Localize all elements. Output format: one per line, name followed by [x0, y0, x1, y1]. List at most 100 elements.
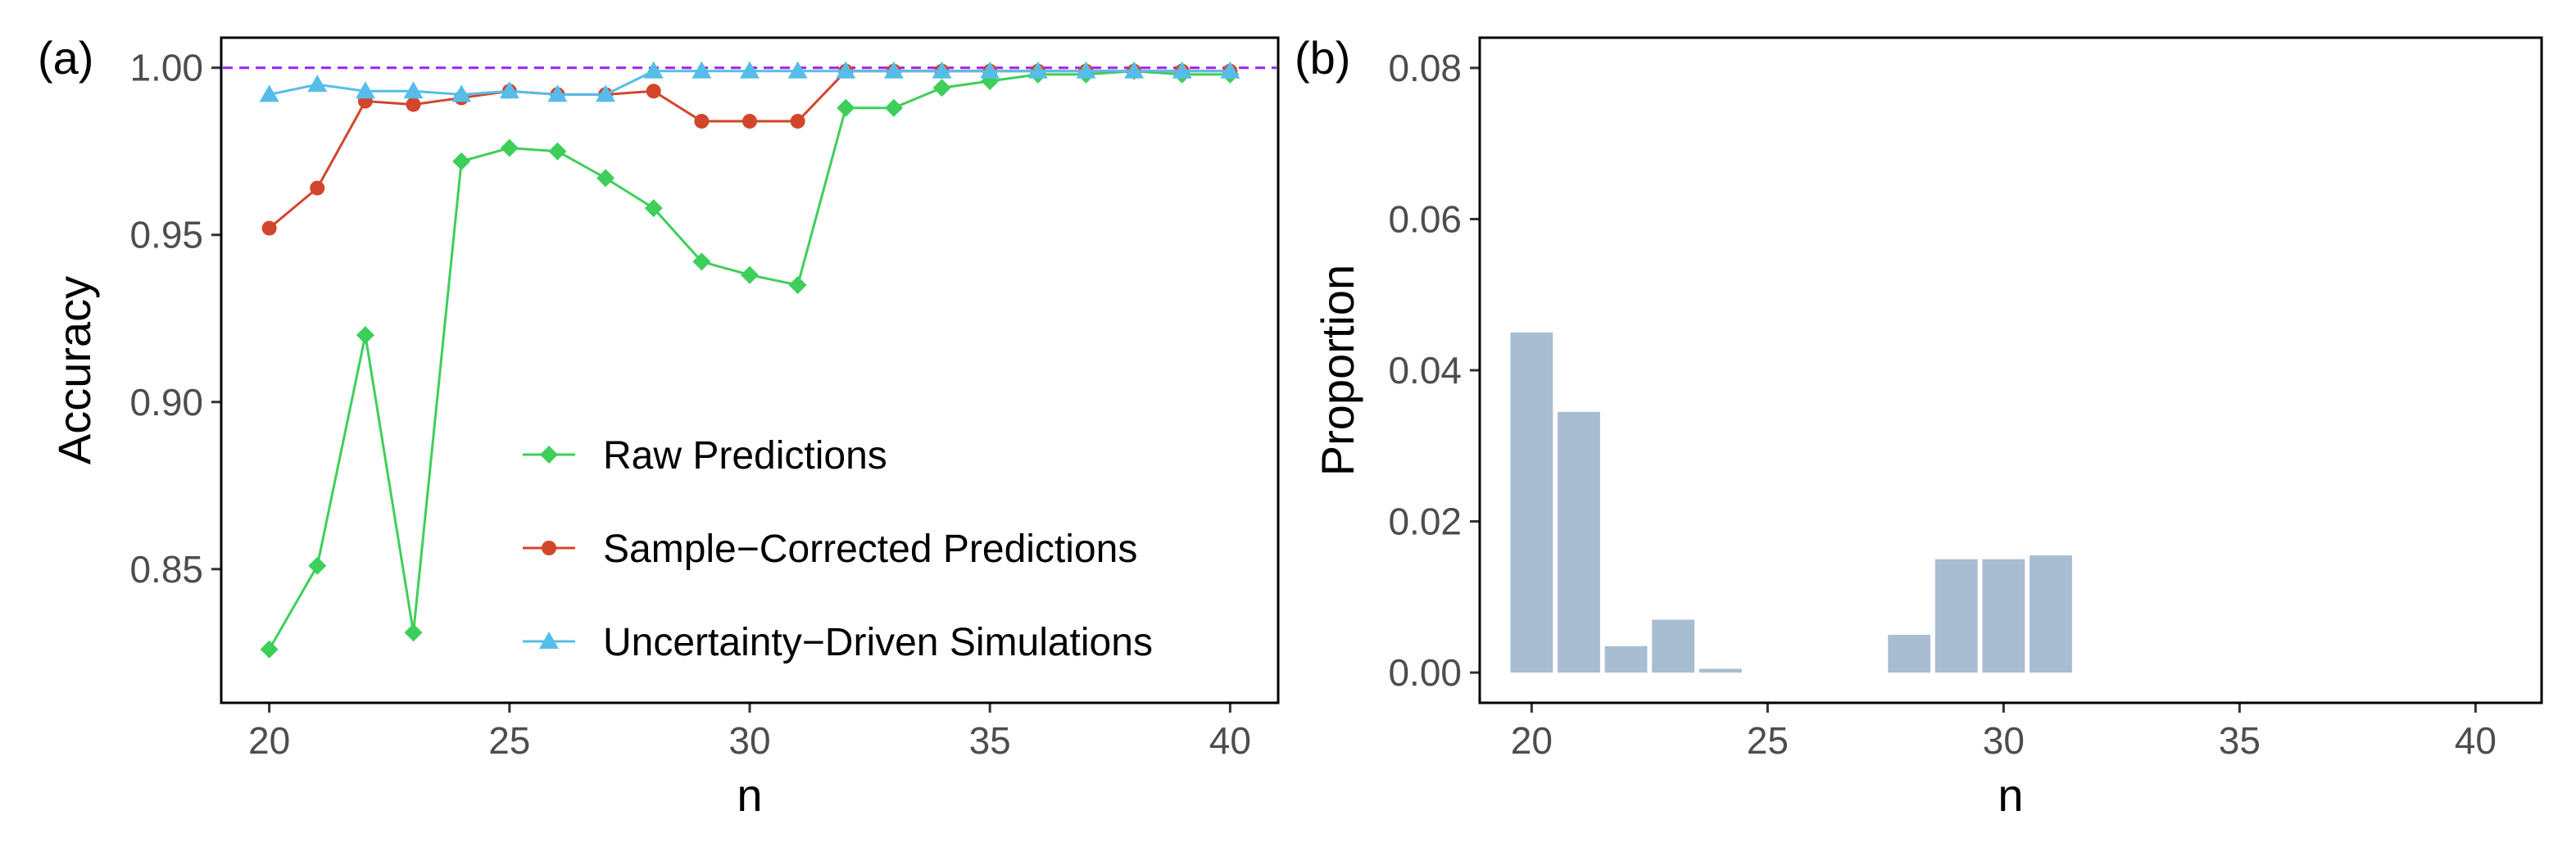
x-tick-label: 25 — [1747, 719, 1789, 762]
y-tick-label: 0.06 — [1388, 197, 1462, 240]
data-point — [355, 81, 375, 99]
panel-b-x-axis-title: n — [1998, 769, 2023, 821]
y-tick-label: 1.00 — [129, 47, 203, 89]
panel-a-y-tick-labels: 0.85 0.90 0.95 1.00 — [129, 47, 203, 591]
series-uncertainty-driven-simulations — [259, 61, 1240, 102]
data-point — [547, 84, 568, 102]
y-tick-label: 0.90 — [129, 381, 203, 423]
data-point — [260, 640, 279, 659]
data-point — [403, 81, 424, 99]
panel-b-frame — [1478, 36, 2543, 704]
data-point — [548, 142, 567, 161]
data-point — [261, 220, 277, 236]
data-point — [644, 199, 663, 218]
legend-item-uncertainty-driven-simulations: Uncertainty−Driven Simulations — [523, 621, 1153, 664]
bar-n-31 — [2030, 555, 2072, 673]
legend-marker — [540, 446, 558, 464]
panel-a-tick-marks — [211, 66, 1231, 713]
x-tick-label: 40 — [2455, 719, 2497, 762]
bar-n-30 — [1982, 559, 2025, 673]
y-tick-label: 0.04 — [1388, 349, 1462, 392]
y-tick-label: 0.95 — [129, 214, 203, 256]
data-point — [1076, 61, 1096, 79]
data-point — [741, 265, 759, 284]
legend-item-raw-predictions: Raw Predictions — [523, 434, 887, 478]
data-point — [932, 61, 952, 79]
legend-label: Raw Predictions — [603, 434, 887, 478]
x-tick-label: 35 — [2219, 719, 2261, 762]
y-tick-label: 0.85 — [129, 548, 203, 591]
panel-a-series — [259, 61, 1240, 659]
panel-a-tag: (a) — [38, 32, 93, 84]
data-point — [692, 61, 712, 79]
data-point — [643, 61, 664, 79]
data-point — [980, 61, 1000, 79]
data-point — [1027, 61, 1048, 79]
bar-n-22 — [1604, 645, 1648, 673]
panel-b-proportion-chart: (b) 20 25 30 35 40 0.00 0.02 0.04 0.06 0.08 n Pr… — [1295, 32, 2543, 821]
panel-a-x-tick-labels: 20 25 30 35 40 — [248, 719, 1251, 762]
x-tick-label: 40 — [1209, 719, 1251, 762]
data-point — [404, 623, 423, 642]
data-point — [883, 61, 904, 79]
data-point — [596, 84, 616, 102]
panel-b-tick-marks — [1470, 66, 2477, 713]
bar-n-24 — [1698, 668, 1742, 673]
data-point — [406, 97, 421, 112]
panel-b-bars — [1510, 332, 2072, 673]
legend-item-sample-corrected-predictions: Sample−Corrected Predictions — [523, 528, 1137, 571]
panel-a-y-axis-title: Accuracy — [48, 276, 100, 464]
y-tick-label: 0.02 — [1388, 500, 1462, 543]
x-tick-label: 35 — [969, 719, 1011, 762]
data-point — [308, 556, 327, 575]
data-point — [836, 61, 856, 79]
x-tick-label: 25 — [488, 719, 530, 762]
data-point — [837, 98, 855, 117]
x-tick-label: 20 — [1511, 719, 1553, 762]
panel-a-frame — [220, 36, 1280, 704]
panel-b-y-axis-title: Proportion — [1312, 265, 1363, 476]
panel-a-legend: Raw Predictions Sample−Corrected Predicti… — [523, 434, 1153, 664]
x-tick-label: 30 — [1983, 719, 2025, 762]
data-point — [694, 114, 710, 129]
panel-b-y-tick-labels: 0.00 0.02 0.04 0.06 0.08 — [1388, 47, 1462, 694]
data-point — [787, 61, 808, 79]
data-point — [884, 98, 903, 117]
data-point — [932, 79, 951, 97]
bar-n-23 — [1652, 619, 1695, 673]
data-point — [596, 169, 615, 188]
legend-marker — [542, 541, 556, 555]
data-point — [310, 180, 325, 196]
data-point — [451, 84, 472, 102]
data-point — [646, 84, 661, 99]
x-tick-label: 30 — [728, 719, 770, 762]
y-tick-label: 0.00 — [1388, 651, 1462, 694]
data-point — [740, 61, 760, 79]
legend-label: Uncertainty−Driven Simulations — [603, 621, 1153, 664]
data-point — [356, 326, 374, 345]
data-point — [1172, 61, 1192, 79]
data-point — [452, 152, 471, 170]
panel-b-x-tick-labels: 20 25 30 35 40 — [1511, 719, 2497, 762]
data-point — [742, 114, 757, 129]
x-tick-label: 20 — [248, 719, 290, 762]
panel-b-tag: (b) — [1295, 32, 1350, 84]
data-point — [790, 114, 805, 129]
panel-a-accuracy-chart: (a) 20 25 30 35 40 0.85 0.90 0.95 1.00 n Accura… — [38, 32, 1280, 821]
y-tick-label: 0.08 — [1388, 47, 1462, 89]
bar-n-20 — [1510, 332, 1553, 673]
legend-marker — [539, 632, 559, 649]
data-point — [1124, 61, 1145, 79]
legend-label: Sample−Corrected Predictions — [603, 528, 1137, 571]
panel-a-x-axis-title: n — [737, 769, 762, 821]
data-point — [788, 275, 807, 294]
data-point — [692, 252, 711, 271]
data-point — [499, 81, 519, 99]
data-point — [259, 84, 279, 102]
data-point — [500, 138, 519, 157]
bar-n-21 — [1558, 411, 1600, 673]
series-sample-corrected-predictions — [261, 63, 1238, 236]
bar-n-28 — [1888, 634, 1931, 673]
data-point — [1220, 61, 1240, 79]
data-point — [307, 75, 328, 93]
